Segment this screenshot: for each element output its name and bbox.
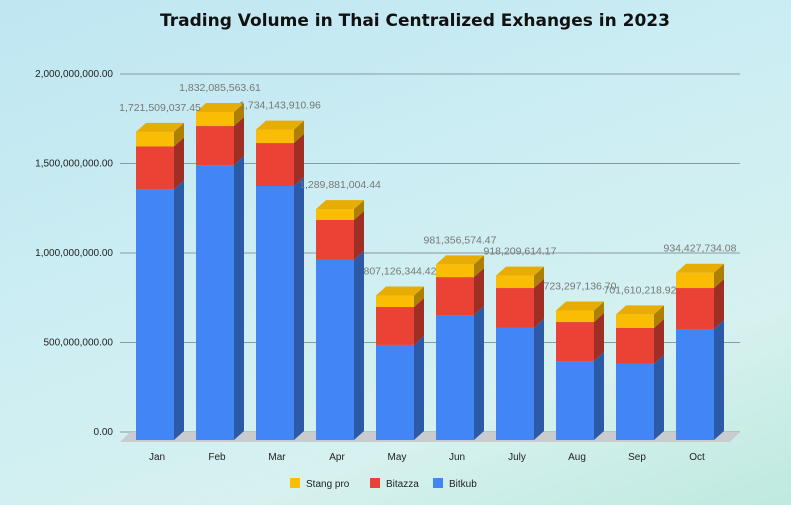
bar-segment-bitazza [316,211,364,260]
x-tick-label: Oct [689,452,705,463]
bar-segment-bitazza [256,134,304,186]
bar-segment-stang-pro [436,255,484,278]
x-tick-label: Apr [329,452,345,463]
bar-segment-bitkub [376,335,424,440]
bar-segment-bitazza [136,137,184,190]
bar-segment-stang-pro [256,120,304,144]
x-tick-label: July [508,452,526,463]
bar-segment-stang-pro [616,305,664,328]
bar-segment-stang-pro [376,286,424,308]
total-data-label: 981,356,574.47 [424,234,497,246]
legend-item[interactable]: Bitazza [370,478,419,490]
total-data-label: 723,297,136.70 [544,281,617,293]
x-tick-label: May [388,452,407,463]
bar-segment-bitazza [196,117,244,166]
legend-swatch [290,478,300,488]
total-data-label: 934,427,734.08 [664,243,737,255]
bar-segment-bitazza [436,268,484,316]
x-tick-label: Sep [628,452,646,463]
bar-segment-bitkub [256,176,304,440]
bar-segment-stang-pro [316,200,364,221]
bar-segment-stang-pro [196,103,244,127]
x-tick-label: Mar [268,452,286,463]
x-tick-label: Jun [449,452,465,463]
y-tick-label: 0.00 [94,427,114,438]
total-data-label: 1,734,143,910.96 [239,100,321,112]
bar-segment-bitkub [196,156,244,440]
legend-label: Stang pro [306,479,350,490]
y-tick-label: 2,000,000,000.00 [35,69,113,80]
total-data-label: 1,289,881,004.44 [299,179,381,191]
y-tick-label: 500,000,000.00 [43,338,113,349]
bar-segment-bitazza [556,313,604,362]
chart-title: Trading Volume in Thai Centralized Exhan… [160,11,670,31]
legend-label: Bitkub [449,479,477,490]
bar-segment-bitazza [616,318,664,364]
bar-segment-stang-pro [136,122,184,147]
bar-segment-bitkub [316,250,364,440]
x-tick-label: Aug [568,452,586,463]
legend-item[interactable]: Bitkub [433,478,477,490]
bar-segment-bitkub [676,320,724,440]
bar-segment-stang-pro [676,263,724,289]
bar-segment-bitazza [376,298,424,345]
bar-segment-bitkub [496,318,544,440]
legend-swatch [433,478,443,488]
legend-item[interactable]: Stang pro [290,478,350,490]
total-data-label: 1,721,509,037.45 [119,102,201,114]
bar-segment-stang-pro [496,266,544,289]
total-data-label: 807,126,344.42 [364,266,437,278]
legend-label: Bitazza [386,479,419,490]
bar-segment-bitazza [676,279,724,330]
total-data-label: 1,832,085,563.61 [179,82,261,94]
bar-segment-bitkub [436,306,484,440]
bar-segment-stang-pro [556,301,604,323]
bar-segment-bitkub [556,352,604,440]
total-data-label: 701,610,218.92 [604,284,677,296]
bar-segment-bitazza [496,279,544,328]
total-data-label: 918,209,614.17 [484,246,557,258]
y-tick-label: 1,500,000,000.00 [35,159,113,170]
legend-swatch [370,478,380,488]
x-tick-label: Jan [149,452,165,463]
bar-segment-bitkub [136,180,184,440]
y-tick-label: 1,000,000,000.00 [35,248,113,259]
x-tick-label: Feb [208,452,226,463]
bar-segment-bitkub [616,354,664,440]
